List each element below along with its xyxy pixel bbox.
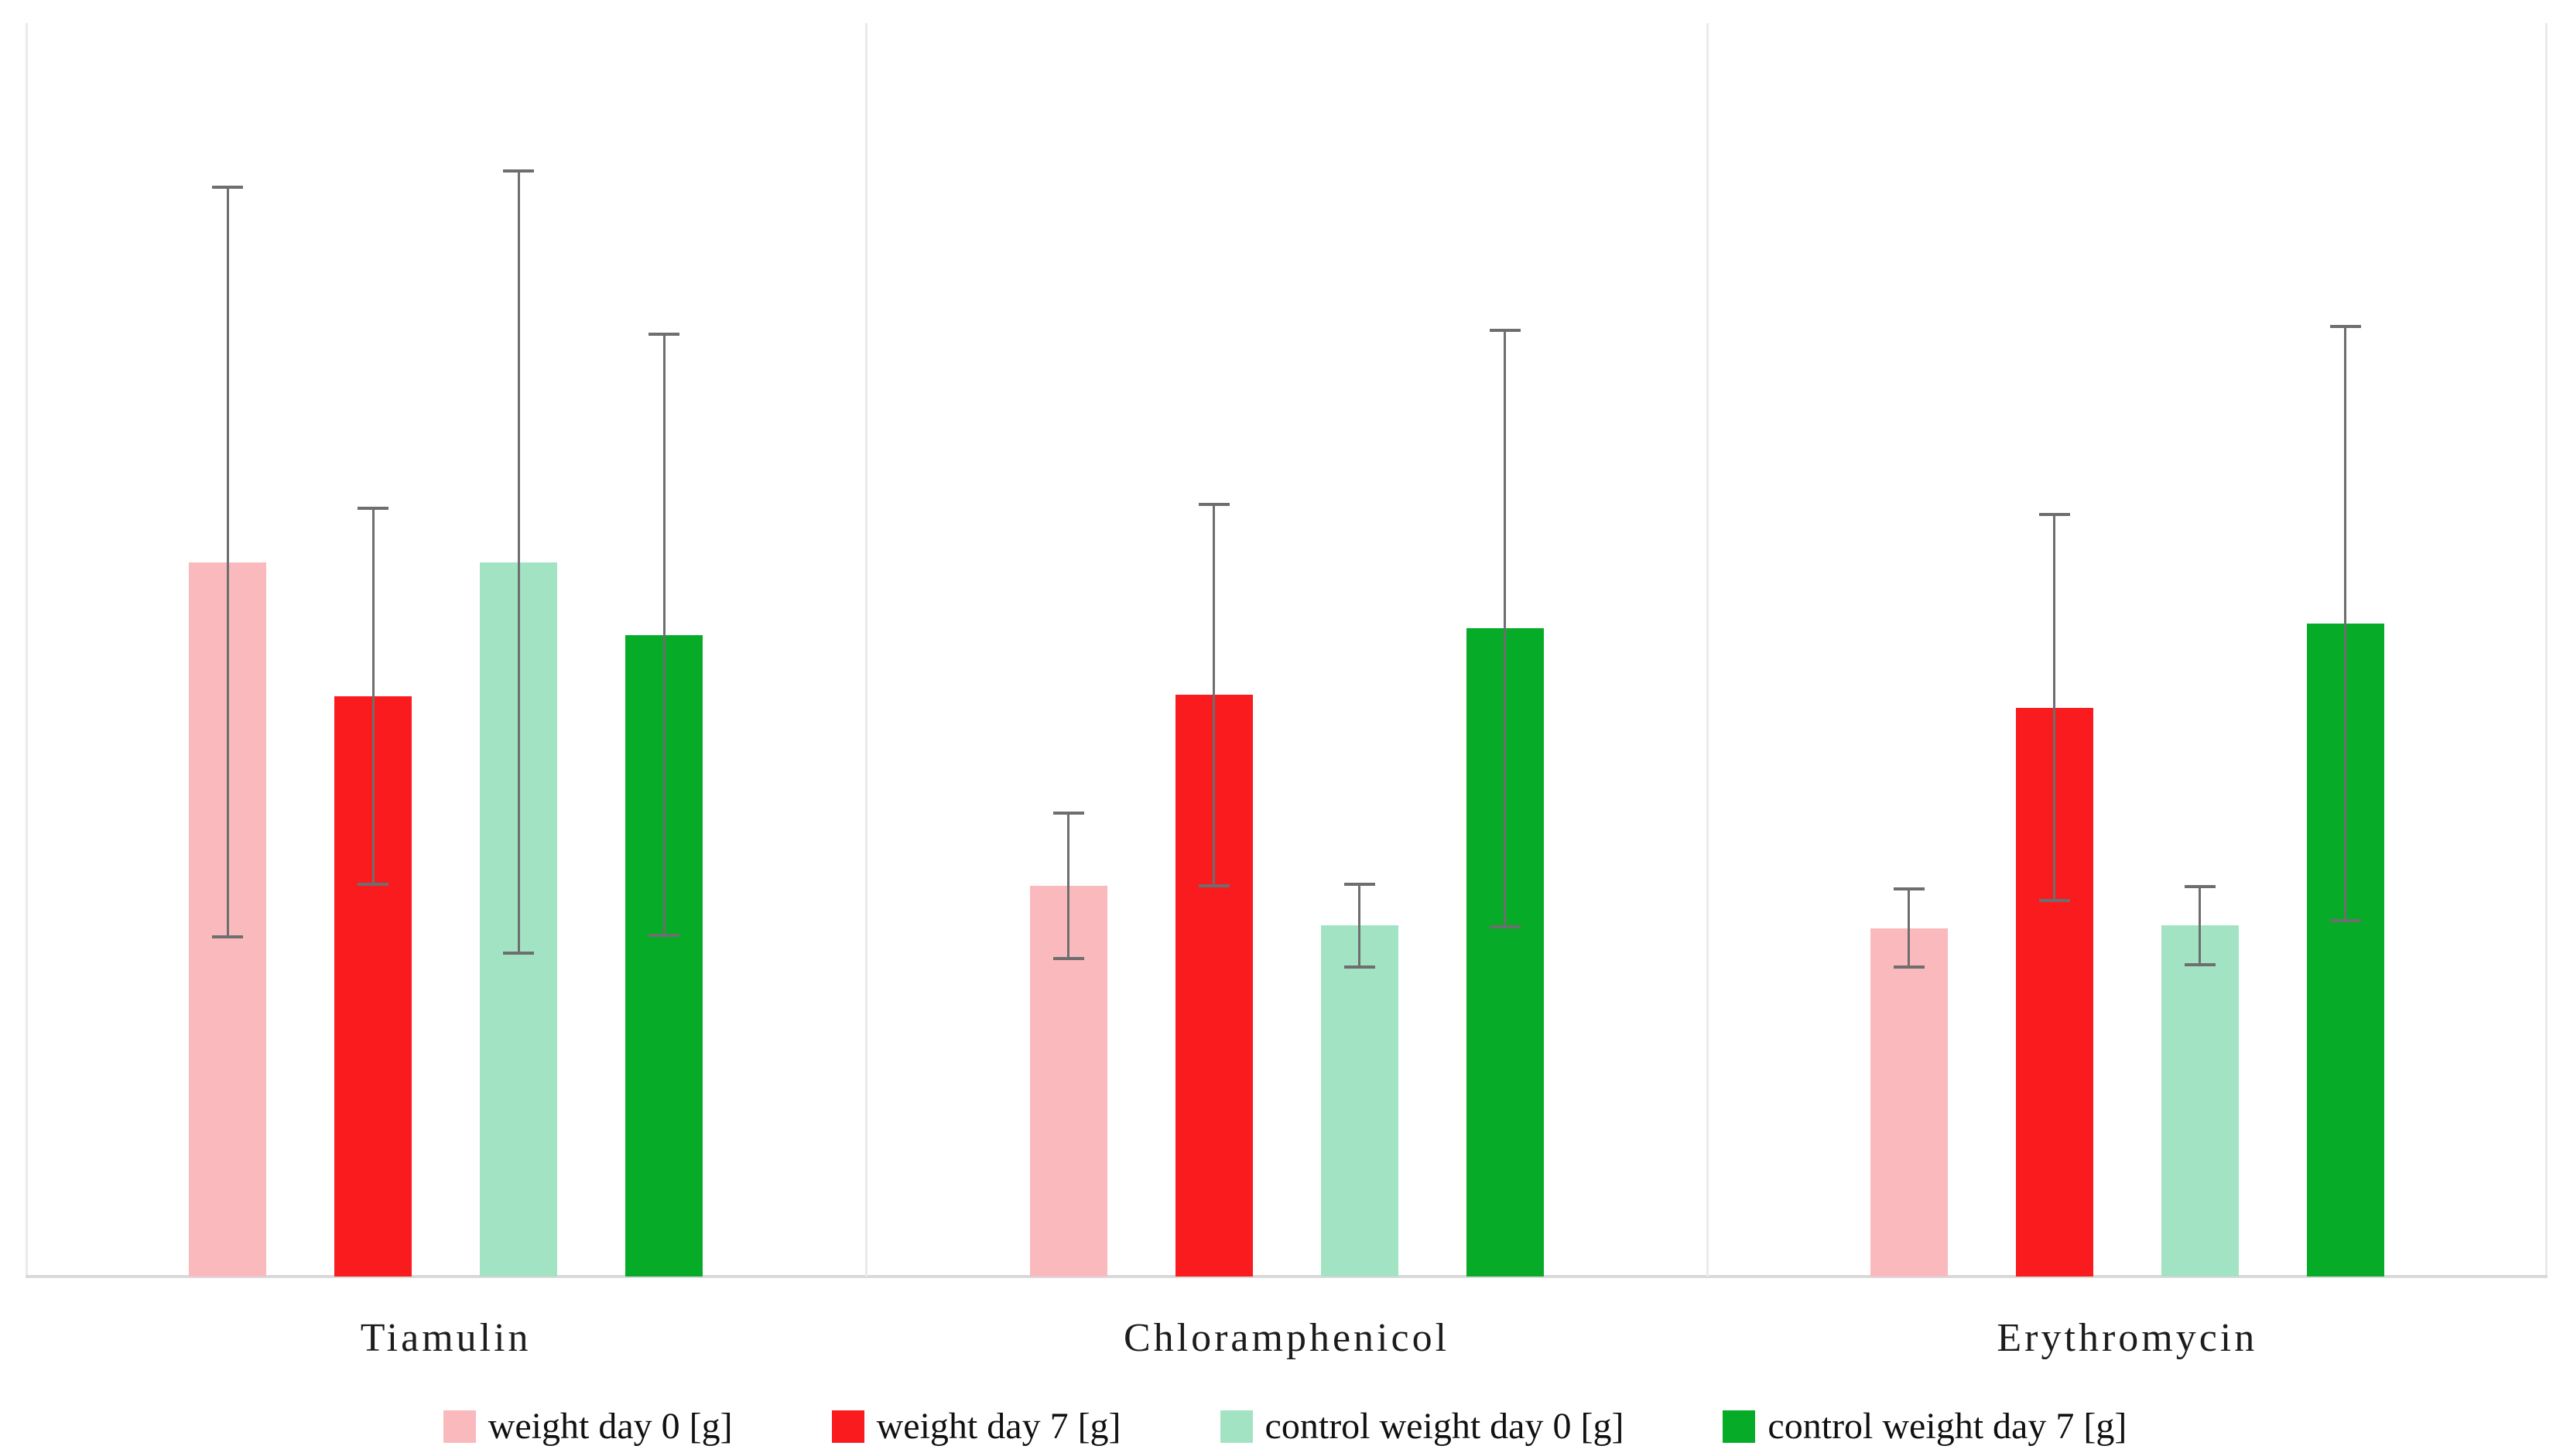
error-bar-control-weight-day-0-g-erythromycin	[2199, 887, 2202, 965]
legend-swatch-control-weight-day-7-g	[1723, 1410, 1756, 1443]
error-bar-weight-day-7-g-erythromycin	[2053, 514, 2056, 901]
error-cap-bottom-weight-day-7-g-tiamulin	[358, 882, 389, 886]
error-cap-top-weight-day-7-g-chloramphenicol	[1198, 503, 1230, 507]
legend-label-weight-day-7-g: weight day 7 [g]	[876, 1406, 1121, 1447]
legend-swatch-weight-day-0-g	[443, 1410, 476, 1443]
error-cap-top-weight-day-7-g-tiamulin	[358, 506, 389, 510]
category-label-chloramphenicol: Chloramphenicol	[1123, 1316, 1450, 1360]
error-cap-top-control-weight-day-0-g-tiamulin	[503, 169, 535, 173]
error-bar-control-weight-day-0-g-tiamulin	[517, 171, 520, 954]
category-label-tiamulin: Tiamulin	[360, 1316, 532, 1360]
bar-control-weight-day-0-g-erythromycin	[2161, 925, 2239, 1277]
error-cap-top-control-weight-day-7-g-erythromycin	[2329, 325, 2361, 329]
bar-control-weight-day-0-g-chloramphenicol	[1320, 925, 1398, 1277]
x-axis-baseline	[26, 1275, 2548, 1278]
error-cap-bottom-weight-day-7-g-erythromycin	[2038, 899, 2070, 902]
error-cap-bottom-control-weight-day-7-g-erythromycin	[2329, 918, 2361, 922]
bar-weight-day-0-g-erythromycin	[1870, 928, 1948, 1277]
legend-swatch-weight-day-7-g	[831, 1410, 864, 1443]
error-cap-bottom-control-weight-day-7-g-chloramphenicol	[1489, 925, 1521, 929]
error-bar-weight-day-7-g-tiamulin	[371, 508, 375, 884]
error-cap-top-weight-day-0-g-tiamulin	[212, 186, 244, 190]
error-cap-top-control-weight-day-7-g-tiamulin	[648, 332, 680, 336]
category-label-erythromycin: Erythromycin	[1997, 1316, 2258, 1360]
error-cap-bottom-control-weight-day-0-g-tiamulin	[503, 952, 535, 955]
error-bar-control-weight-day-7-g-chloramphenicol	[1504, 330, 1506, 927]
error-bar-weight-day-0-g-erythromycin	[1908, 889, 1911, 967]
legend-label-weight-day-0-g: weight day 0 [g]	[488, 1406, 733, 1447]
legend-item-control-weight-day-7-g: control weight day 7 [g]	[1723, 1405, 2127, 1447]
error-cap-top-control-weight-day-0-g-erythromycin	[2184, 885, 2216, 889]
plot-right-border	[2545, 23, 2548, 1277]
legend-label-control-weight-day-7-g: control weight day 7 [g]	[1768, 1406, 2127, 1447]
legend: weight day 0 [g] weight day 7 [g] control …	[0, 1405, 2570, 1447]
error-cap-bottom-weight-day-0-g-erythromycin	[1893, 965, 1925, 969]
error-bar-control-weight-day-0-g-chloramphenicol	[1358, 884, 1360, 967]
error-bar-control-weight-day-7-g-erythromycin	[2344, 326, 2347, 921]
error-bar-weight-day-7-g-chloramphenicol	[1213, 504, 1215, 886]
error-cap-top-control-weight-day-7-g-chloramphenicol	[1489, 328, 1521, 332]
legend-item-weight-day-0-g: weight day 0 [g]	[443, 1405, 733, 1447]
error-cap-bottom-weight-day-0-g-tiamulin	[212, 935, 244, 938]
legend-swatch-control-weight-day-0-g	[1220, 1410, 1253, 1443]
error-cap-bottom-control-weight-day-7-g-tiamulin	[648, 934, 680, 938]
error-cap-top-weight-day-0-g-erythromycin	[1893, 887, 1925, 891]
legend-label-control-weight-day-0-g: control weight day 0 [g]	[1264, 1406, 1624, 1447]
error-bar-weight-day-0-g-tiamulin	[226, 187, 229, 937]
error-cap-bottom-weight-day-0-g-chloramphenicol	[1052, 956, 1084, 960]
plot-left-border	[26, 23, 28, 1277]
error-cap-top-control-weight-day-0-g-chloramphenicol	[1343, 882, 1375, 886]
error-bar-control-weight-day-7-g-tiamulin	[662, 333, 666, 936]
category-separator-gridline	[865, 23, 868, 1277]
error-cap-bottom-control-weight-day-0-g-erythromycin	[2184, 962, 2216, 966]
category-separator-gridline	[1706, 23, 1709, 1277]
legend-item-weight-day-7-g: weight day 7 [g]	[831, 1405, 1121, 1447]
plot-area	[26, 23, 2548, 1278]
error-cap-bottom-weight-day-7-g-chloramphenicol	[1198, 884, 1230, 887]
error-cap-top-weight-day-7-g-erythromycin	[2038, 513, 2070, 517]
error-bar-weight-day-0-g-chloramphenicol	[1067, 812, 1069, 959]
legend-item-control-weight-day-0-g: control weight day 0 [g]	[1220, 1405, 1624, 1447]
error-cap-top-weight-day-0-g-chloramphenicol	[1052, 811, 1084, 815]
error-cap-bottom-control-weight-day-0-g-chloramphenicol	[1343, 965, 1375, 969]
